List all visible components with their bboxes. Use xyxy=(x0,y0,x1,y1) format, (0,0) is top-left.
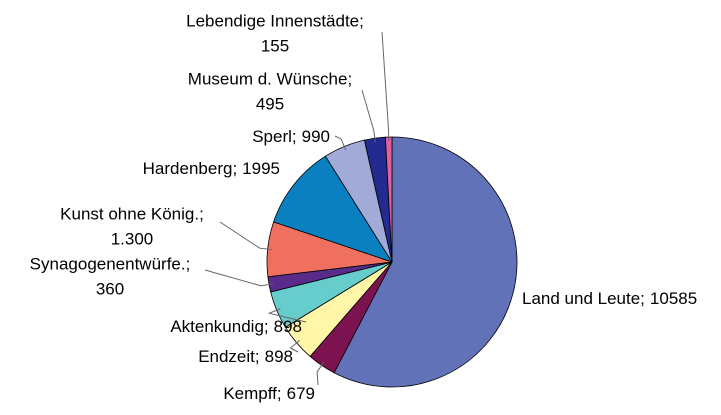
slice-value: 1995 xyxy=(242,159,280,178)
slice-label: Sperl; 990 xyxy=(252,127,330,146)
slice-label: Synagogenentwürfe.; xyxy=(30,254,191,273)
slice-label: Endzeit; 898 xyxy=(198,347,293,366)
slice-label: Hardenberg; 1995 xyxy=(143,159,280,178)
leader-line xyxy=(316,361,325,386)
slice-value: 898 xyxy=(265,347,293,366)
pie-slice xyxy=(333,136,518,388)
leader-line xyxy=(361,89,376,143)
pie-slice xyxy=(273,155,393,263)
slice-value: 10585 xyxy=(650,289,697,308)
leader-line xyxy=(334,135,347,151)
slice-label: Kempff; 679 xyxy=(223,384,315,403)
leader-line xyxy=(289,339,301,353)
slice-value: 990 xyxy=(302,127,330,146)
slice-name: Endzeit; xyxy=(198,347,259,366)
leader-line xyxy=(219,221,272,250)
slice-label: Land und Leute; 10585 xyxy=(522,289,697,308)
slice-value: 155 xyxy=(261,36,289,55)
slice-name: Hardenberg; xyxy=(143,159,238,178)
slice-label: Kunst ohne König.; xyxy=(60,204,204,223)
slice-value: 360 xyxy=(96,279,124,298)
leader-line xyxy=(267,308,307,323)
slice-label: Lebendige Innenstädte; xyxy=(186,11,364,30)
slice-value: 898 xyxy=(274,317,302,336)
leader-line xyxy=(204,269,274,287)
slice-label: Aktenkundig; 898 xyxy=(170,317,302,336)
leader-line xyxy=(381,31,390,142)
slice-value: 495 xyxy=(256,94,284,113)
slice-name: Sperl; xyxy=(252,127,296,146)
slice-value: 1.300 xyxy=(111,229,154,248)
slice-name: Land und Leute; xyxy=(522,289,645,308)
slice-value: 679 xyxy=(287,384,315,403)
slice-name: Aktenkundig; xyxy=(170,317,268,336)
slice-label: Museum d. Wünsche; xyxy=(188,69,352,88)
slice-name: Kempff; xyxy=(223,384,281,403)
